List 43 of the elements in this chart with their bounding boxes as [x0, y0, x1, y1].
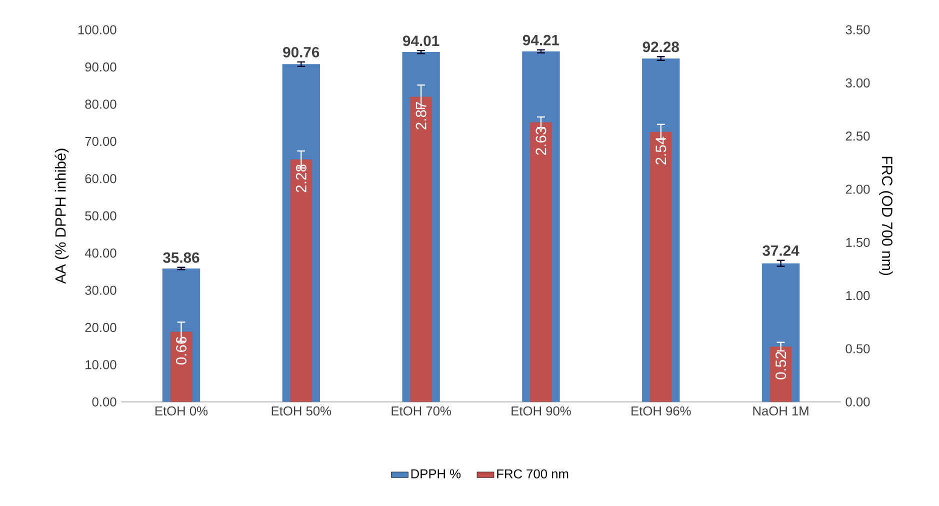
y-tick-label: 60.00 — [85, 174, 116, 184]
y2-tick-label: 0.50 — [846, 344, 870, 354]
data-label: 37.24 — [762, 245, 800, 256]
x-tick-label: NaOH 1M — [753, 406, 808, 416]
bar — [290, 159, 312, 402]
data-label: 90.76 — [283, 46, 320, 58]
y-tick-label: 70.00 — [85, 136, 116, 146]
y-tick-label: 10.00 — [86, 360, 116, 370]
y2-tick-label: 3.50 — [846, 25, 870, 34]
y2-axis-title: FRC (OD 700 nm) — [879, 156, 893, 276]
data-label: 94.01 — [403, 36, 440, 46]
y-tick-label: 100.00 — [78, 25, 116, 34]
bar — [170, 332, 192, 402]
data-label: 35.86 — [163, 252, 200, 263]
data-label: 0.66 — [176, 336, 186, 364]
x-tick-label: EtOH 70% — [392, 406, 451, 416]
data-label: 2.28 — [296, 164, 306, 192]
data-label: 0.52 — [776, 352, 786, 380]
legend-label: FRC 700 nm — [497, 469, 568, 478]
y-tick-label: 40.00 — [84, 248, 116, 258]
y2-tick-label: 3.00 — [846, 78, 870, 88]
legend-label: DPPH % — [411, 469, 461, 478]
x-tick-label: EtOH 90% — [512, 406, 571, 416]
y-tick-label: 90.00 — [85, 62, 116, 72]
y2-tick-label: 2.00 — [846, 184, 870, 194]
y-tick-label: 80.00 — [85, 100, 116, 109]
data-label: 2.63 — [536, 127, 546, 155]
x-tick-label: EtOH 96% — [632, 406, 691, 416]
y2-tick-label: 1.50 — [846, 238, 870, 247]
y-tick-label: 20.00 — [85, 322, 116, 332]
y-tick-label: 30.00 — [85, 286, 116, 295]
y-axis-title: AA (% DPPH inhibé) — [54, 148, 69, 284]
y2-tick-label: 1.00 — [846, 290, 870, 300]
y2-tick-label: 2.50 — [846, 131, 870, 141]
data-label: 94.21 — [522, 34, 560, 46]
data-label: 2.87 — [416, 102, 426, 130]
y-tick-label: 0.00 — [92, 397, 116, 406]
x-tick-label: EtOH 0% — [156, 406, 208, 416]
y2-tick-label: 0.00 — [846, 397, 870, 406]
x-tick-label: EtOH 50% — [272, 406, 332, 416]
bar — [770, 346, 792, 402]
y-tick-label: 50.00 — [85, 211, 116, 220]
data-label: 92.28 — [642, 42, 679, 52]
